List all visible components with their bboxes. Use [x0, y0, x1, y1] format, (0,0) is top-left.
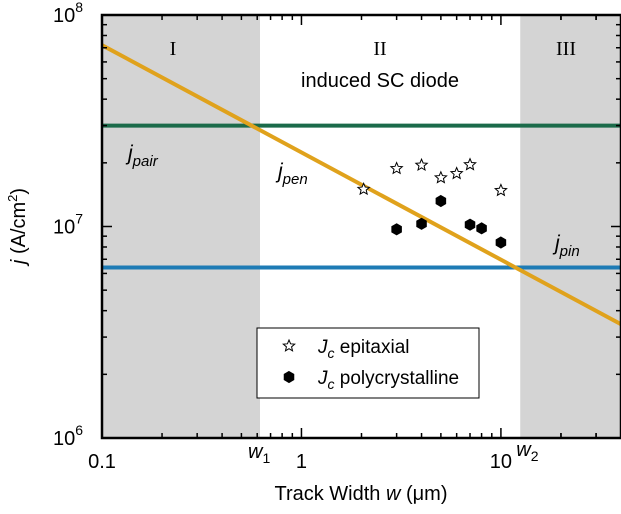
- point-epitaxial-7: [493, 183, 508, 197]
- line-label-pin: jpin: [552, 232, 580, 260]
- y-tick-label: 106: [53, 422, 83, 450]
- point-polycrystalline-6: [495, 236, 507, 249]
- legend-box: [256, 327, 480, 399]
- legend-marker-epitaxial: [282, 338, 296, 352]
- region-caption: induced SC diode: [301, 70, 459, 92]
- axis-ticks: [101, 14, 621, 439]
- y-axis-label: j (A/cm2): [5, 188, 30, 267]
- y-tick-label: 107: [53, 211, 83, 239]
- region-band-1: [102, 15, 261, 438]
- point-polycrystalline-5: [476, 222, 487, 235]
- region-band-3: [520, 15, 621, 438]
- y-tick-label: 108: [53, 0, 83, 27]
- x-tick-label: 1: [296, 451, 307, 473]
- legend-label-polycrystalline: Jc polycrystalline: [317, 368, 459, 392]
- line-label-pair: jpair: [125, 142, 159, 170]
- x-axis-label: Track Width w (μm): [274, 483, 447, 505]
- region-label-3: III: [556, 38, 576, 60]
- point-epitaxial-1: [356, 181, 371, 196]
- line-pen: [102, 43, 621, 327]
- point-epitaxial-4: [433, 170, 448, 184]
- legend: Jc epitaxial Jc polycrystalline: [256, 327, 480, 399]
- legend-marker-polycrystalline: [283, 370, 295, 384]
- point-epitaxial-3: [414, 157, 429, 172]
- x-tick-label: 0.1: [88, 451, 116, 473]
- x-tick-label: 10: [490, 451, 512, 473]
- legend-label-epitaxial: Jc epitaxial: [317, 337, 410, 361]
- region-label-1: I: [170, 38, 177, 60]
- boundary-label-1: w1: [248, 441, 270, 466]
- point-polycrystalline-2: [416, 217, 427, 230]
- point-polycrystalline-4: [464, 218, 476, 231]
- point-epitaxial-6: [463, 157, 477, 171]
- point-epitaxial-5: [449, 166, 464, 180]
- data-points: [356, 157, 508, 249]
- line-label-pen: jpen: [275, 160, 308, 188]
- region-label-2: II: [373, 38, 386, 60]
- boundary-label-2: w2: [516, 439, 538, 464]
- point-polycrystalline-1: [391, 223, 402, 236]
- reference-lines: [102, 43, 621, 327]
- point-epitaxial-2: [389, 161, 404, 175]
- point-polycrystalline-3: [435, 194, 447, 208]
